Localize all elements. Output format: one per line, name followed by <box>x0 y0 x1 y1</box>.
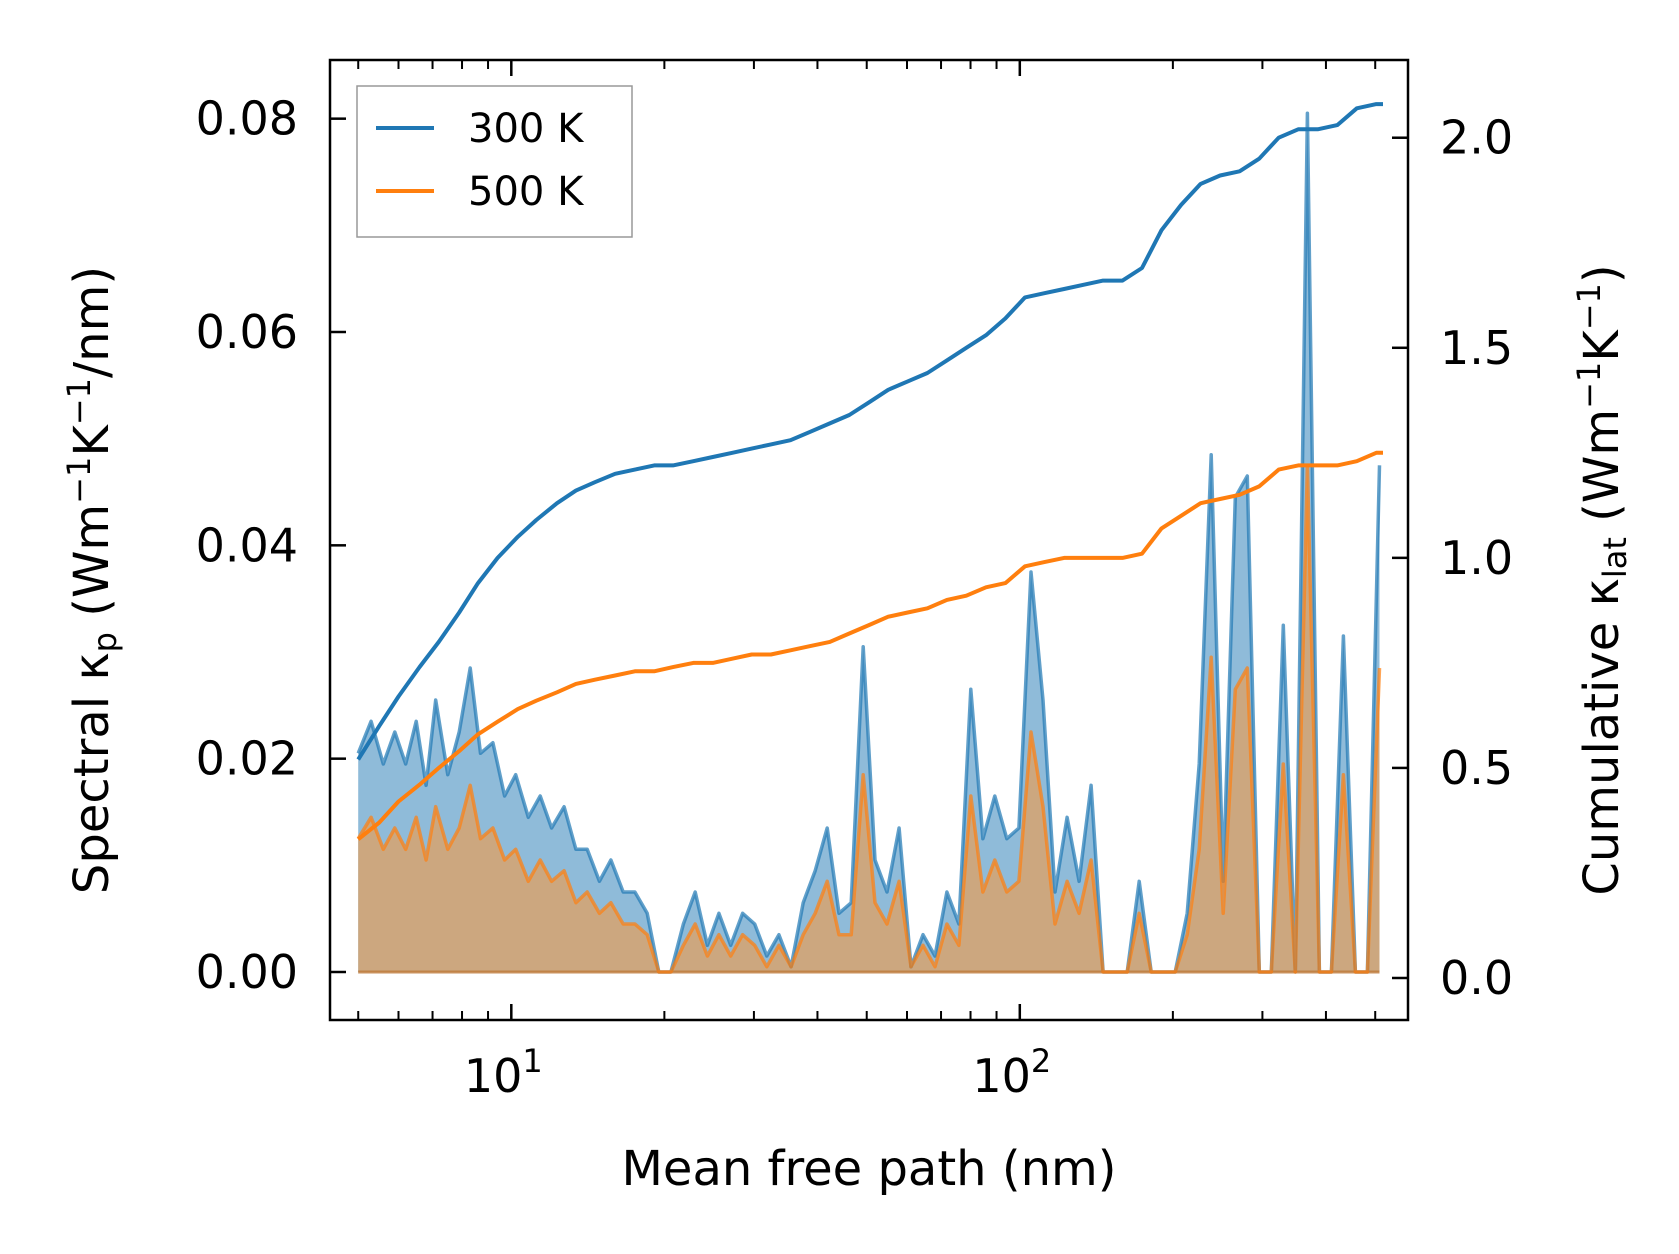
cumulative-300k-line <box>356 102 1383 761</box>
y-left-tick-label-4: 0.08 <box>196 92 298 146</box>
spectral-500k-fill <box>358 465 1380 972</box>
legend-label-500k: 500 K <box>468 169 585 215</box>
y-right-tick-label-2: 1.0 <box>1440 531 1513 585</box>
y-left-tick-label-3: 0.06 <box>196 305 298 359</box>
y-axis-label-left: Spectral κp (Wm−1K−1/nm) <box>60 266 124 894</box>
y-right-tick-label-1: 0.5 <box>1440 741 1513 795</box>
spectral-line-layer <box>356 111 1382 974</box>
tick-label-layer: 0.00 0.02 0.04 0.06 0.08 0.0 0.5 1.0 1.5 2.0 101 10… <box>196 92 1514 1103</box>
cumulative-line-layer <box>356 102 1383 841</box>
legend-label-300k: 300 K <box>468 106 585 152</box>
y-left-tick-label-2: 0.04 <box>196 518 298 572</box>
tick-layer <box>330 60 1408 1020</box>
cumulative-500k-line <box>356 450 1383 841</box>
y-left-tick-label-1: 0.02 <box>196 732 298 786</box>
spectral-500k-line <box>356 463 1382 974</box>
y-right-tick-label-4: 2.0 <box>1440 111 1513 165</box>
y-right-tick-label-3: 1.5 <box>1440 321 1513 375</box>
spectral-300k-line <box>356 111 1382 974</box>
legend-box <box>356 85 633 238</box>
y-axis-label-right: Cumulative κlat (Wm−1K−1) <box>1570 264 1634 895</box>
y-right-tick-label-0: 0.0 <box>1440 951 1513 1005</box>
x-tick-label-0: 101 <box>464 1042 543 1103</box>
y-left-tick-label-0: 0.00 <box>196 945 298 999</box>
plot-frame <box>328 58 1410 1022</box>
x-tick-label-1: 102 <box>972 1042 1051 1103</box>
legend: 300 K 500 K <box>356 85 633 238</box>
x-axis-label: Mean free path (nm) <box>622 1141 1117 1197</box>
